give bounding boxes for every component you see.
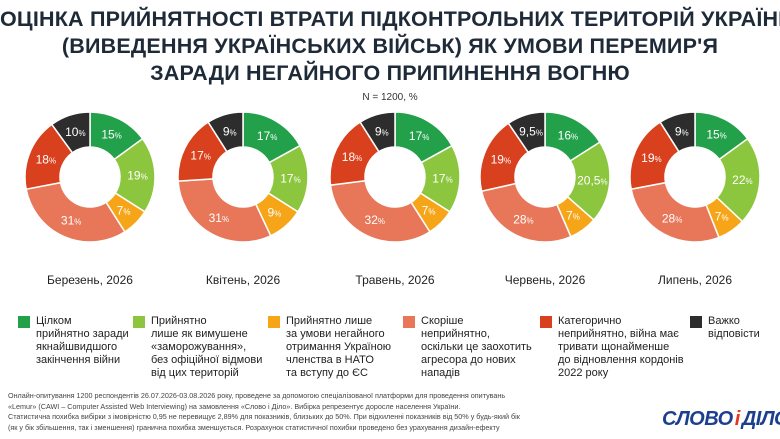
donut-slice bbox=[507, 112, 546, 154]
donut-slice bbox=[50, 112, 91, 154]
legend-item: Прийнятно лише за умови негайного отриманн… bbox=[268, 315, 391, 380]
donut-slice bbox=[359, 112, 396, 153]
legend-item: Важко відповісти bbox=[690, 315, 760, 341]
donut-chart: 16% 20,5% 7% 28% 19% 9,5% bbox=[479, 112, 611, 243]
data-label: 17% bbox=[257, 129, 277, 143]
data-label: 9,5% bbox=[519, 125, 543, 139]
footnote-line: «Lemur» (CAWI – Computer Assisted Web In… bbox=[8, 401, 461, 411]
data-label: 20,5% bbox=[577, 174, 607, 188]
data-label: 31% bbox=[209, 211, 229, 225]
logo-word-left: СЛОВО bbox=[662, 408, 733, 430]
data-label: 18% bbox=[342, 150, 362, 164]
donut-charts: 15% 19% 7% 31% 18% 10% Березень, 2026 17% 17% 9% 3… bbox=[24, 112, 761, 287]
legend-label: Прийнятно лише за умови негайного отриманн… bbox=[286, 315, 392, 379]
legend-label: Прийнятно лише як вимушене «заморожування»… bbox=[151, 315, 263, 379]
logo-word-mid: і bbox=[734, 408, 741, 430]
data-label: 17% bbox=[432, 171, 452, 185]
logo-word-right: ДІЛО bbox=[741, 408, 780, 430]
chart-title: ОЦІНКА ПРИЙНЯТНОСТІ ВТРАТИ ПІДКОНТРОЛЬНИ… bbox=[0, 6, 780, 87]
legend-label: Важко відповісти bbox=[708, 315, 760, 340]
data-label: 31% bbox=[61, 214, 81, 228]
title-line-1: ОЦІНКА ПРИЙНЯТНОСТІ ВТРАТИ ПІДКОНТРОЛЬНИ… bbox=[0, 7, 780, 31]
data-label: 22% bbox=[732, 173, 752, 187]
month-label: Червень, 2026 bbox=[505, 273, 586, 287]
data-label: 7% bbox=[117, 204, 131, 218]
data-label: 7% bbox=[422, 204, 436, 218]
data-label: 7% bbox=[715, 209, 729, 223]
slovo-i-dilo-logo: СЛОВОіДІЛО bbox=[662, 408, 780, 431]
data-label: 9% bbox=[375, 124, 389, 138]
donut-slice bbox=[25, 181, 126, 243]
legend-swatch bbox=[403, 316, 415, 328]
data-label: 18% bbox=[36, 153, 56, 167]
month-label: Травень, 2026 bbox=[355, 273, 434, 287]
data-label: 28% bbox=[662, 212, 682, 226]
footnote-line: Статистична похибка вибірки з імовірніст… bbox=[8, 412, 520, 421]
data-label: 15% bbox=[706, 128, 726, 142]
donut-slice bbox=[207, 112, 244, 153]
donut-chart: 15% 22% 7% 28% 19% 9% bbox=[629, 112, 761, 243]
month-label: Березень, 2026 bbox=[47, 273, 133, 287]
donut-slice bbox=[659, 112, 696, 153]
data-label: 15% bbox=[101, 128, 121, 142]
data-label: 17% bbox=[190, 148, 210, 162]
legend-swatch bbox=[690, 316, 702, 328]
month-label: Липень, 2026 bbox=[658, 273, 732, 287]
data-label: 9% bbox=[268, 206, 282, 220]
footnote-line: (як у бік збільшення, так і зменшення) г… bbox=[8, 422, 500, 432]
legend-label: Скоріше неприйнятно, оскільки це заохотить… bbox=[421, 315, 532, 379]
data-label: 10% bbox=[65, 125, 85, 139]
data-label: 32% bbox=[365, 213, 385, 227]
legend-item: Скоріше неприйнятно, оскільки це заохотить… bbox=[403, 315, 532, 380]
legend-swatch bbox=[18, 316, 30, 328]
data-label: 28% bbox=[513, 212, 533, 226]
data-label: 19% bbox=[641, 151, 661, 165]
legend-swatch bbox=[133, 316, 145, 328]
donut-chart: 17% 17% 9% 31% 17% 9% bbox=[177, 112, 309, 243]
legend-swatch bbox=[268, 316, 280, 328]
donut-slice bbox=[630, 181, 720, 243]
legend-swatch bbox=[540, 316, 552, 328]
data-label: 17% bbox=[280, 171, 300, 185]
title-line-2: (ВИВЕДЕННЯ УКРАЇНСЬКИХ ВІЙСЬК) ЯК УМОВИ … bbox=[61, 34, 719, 58]
data-label: 9% bbox=[223, 124, 237, 138]
chart-subtitle: N = 1200, % bbox=[362, 92, 418, 103]
donut-slice bbox=[177, 178, 272, 243]
methodology-footnote: Онлайн-опитування 1200 респондентів 26.0… bbox=[8, 391, 608, 433]
legend: Цілком прийнятно заради якнайшвидшого закін… bbox=[0, 315, 780, 390]
footnote-line: Онлайн-опитування 1200 респондентів 26.0… bbox=[8, 391, 506, 400]
data-label: 16% bbox=[558, 128, 578, 142]
data-label: 19% bbox=[491, 153, 511, 167]
legend-label: Категорично неприйнятно, війна має тривати… bbox=[558, 315, 684, 379]
data-label: 9% bbox=[675, 124, 689, 138]
data-label: 7% bbox=[566, 208, 580, 222]
data-label: 19% bbox=[127, 169, 147, 183]
donut-chart: 15% 19% 7% 31% 18% 10% bbox=[24, 112, 156, 243]
title-line-3: ЗАРАДИ НЕГАЙНОГО ПРИПИНЕННЯ ВОГНЮ bbox=[150, 61, 630, 85]
legend-item: Категорично неприйнятно, війна має тривати… bbox=[540, 315, 684, 380]
data-label: 17% bbox=[409, 129, 429, 143]
legend-item: Цілком прийнятно заради якнайшвидшого закін… bbox=[18, 315, 129, 367]
month-label: Квітень, 2026 bbox=[206, 273, 281, 287]
donut-chart: 17% 17% 7% 32% 18% 9% bbox=[329, 112, 461, 243]
donut-slice bbox=[480, 182, 572, 243]
legend-label: Цілком прийнятно заради якнайшвидшого закін… bbox=[36, 315, 129, 366]
donut-slice bbox=[329, 179, 431, 243]
legend-item: Прийнятно лише як вимушене «заморожування»… bbox=[133, 315, 262, 380]
